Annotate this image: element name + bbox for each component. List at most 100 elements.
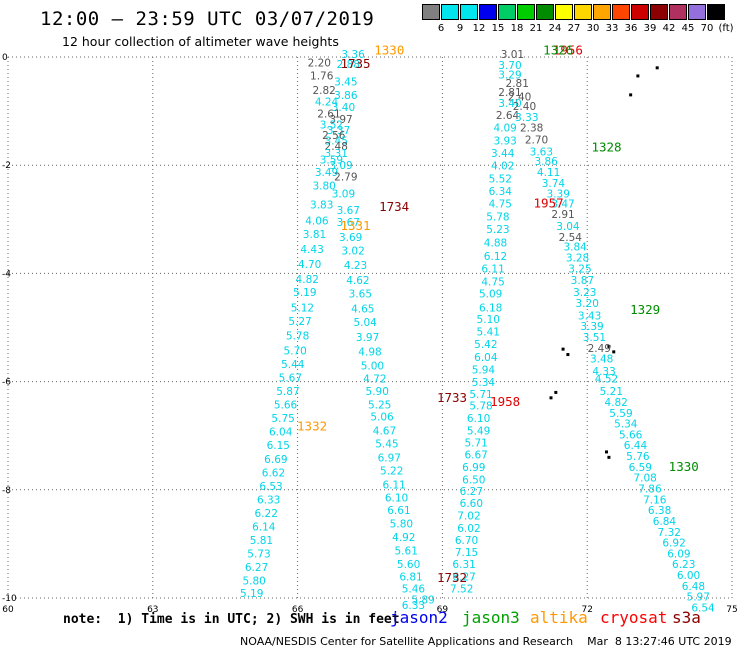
- page-subtitle: 12 hour collection of altimeter wave hei…: [62, 34, 339, 49]
- wave-height-label: 6.44: [624, 440, 648, 452]
- wave-height-label: 3.40: [332, 102, 355, 114]
- pass-time-label: 1958: [490, 394, 520, 409]
- wave-height-label: 6.62: [262, 467, 285, 479]
- scale-swatch: [460, 4, 478, 20]
- wave-height-label: 4.62: [346, 275, 369, 287]
- wave-height-label: 5.21: [600, 386, 623, 398]
- wave-height-label: 6.22: [255, 508, 278, 520]
- scale-swatch: [650, 4, 668, 20]
- x-tick-label: 63: [147, 605, 158, 615]
- wave-height-label: 6.99: [462, 462, 485, 474]
- wave-height-label: 5.66: [274, 400, 298, 412]
- wave-height-label: 5.46: [402, 584, 426, 596]
- wave-height-label: 3.39: [580, 321, 603, 333]
- wave-height-label: 4.88: [484, 237, 507, 249]
- wave-height-label: 3.70: [498, 60, 521, 72]
- wave-height-label: 6.97: [378, 453, 401, 465]
- wave-height-label: 3.93: [493, 136, 516, 148]
- scale-label: 33: [605, 23, 619, 34]
- scale-label: 24: [548, 23, 562, 34]
- wave-height-label: 4.98: [358, 347, 381, 359]
- wave-height-label: 5.61: [395, 546, 418, 558]
- wave-height-label: 5.06: [370, 412, 394, 424]
- scale-swatch: [517, 4, 535, 20]
- wave-height-label: 5.71: [464, 438, 487, 450]
- satellite-legend-altika: altika: [530, 608, 588, 627]
- wave-height-label: 6.00: [677, 570, 700, 582]
- wave-height-label: 4.02: [491, 161, 514, 173]
- wave-height-label: 6.12: [484, 251, 507, 263]
- island-marker: [629, 93, 633, 97]
- pass-time-label: 1331: [340, 218, 370, 233]
- y-tick-label: -10: [2, 594, 17, 604]
- wave-height-label: 5.73: [247, 548, 270, 560]
- wave-height-label: 6.27: [245, 562, 268, 574]
- pass-time-label: 1330: [374, 42, 404, 57]
- footer-credit: NOAA/NESDIS Center for Satellite Applica…: [240, 635, 732, 648]
- wave-height-label: 3.49: [315, 167, 338, 179]
- satellite-legend-jason3: jason3: [462, 608, 520, 627]
- wave-height-label: 3.20: [576, 298, 599, 310]
- wave-height-label: 3.40: [498, 98, 521, 110]
- wave-height-label: 3.69: [339, 232, 362, 244]
- wave-height-label: 3.23: [573, 287, 596, 299]
- wave-height-label: 6.11: [382, 480, 405, 492]
- wave-height-label: 3.59: [320, 155, 343, 167]
- wave-height-label: 3.43: [578, 310, 601, 322]
- wave-height-label: 5.49: [467, 426, 490, 438]
- wave-height-label: 5.90: [366, 386, 389, 398]
- wave-height-label: 7.02: [457, 511, 480, 523]
- wave-height-label: 3.31: [325, 148, 348, 160]
- wave-height-label: 5.04: [353, 317, 377, 329]
- wave-height-label: 5.60: [397, 559, 420, 571]
- wave-height-label: 3.65: [349, 289, 372, 301]
- wave-height-label: 5.45: [375, 439, 398, 451]
- scale-swatch: [479, 4, 497, 20]
- wave-height-label: 5.12: [291, 302, 314, 314]
- wave-height-label: 5.78: [469, 401, 492, 413]
- pass-time-label: 1957: [534, 195, 564, 210]
- wave-height-label: 5.78: [486, 211, 509, 223]
- wave-height-label: 3.97: [356, 332, 379, 344]
- y-tick-label: -4: [2, 269, 11, 279]
- wave-height-label: 3.29: [498, 70, 521, 82]
- wave-height-label: 4.82: [604, 397, 627, 409]
- wave-height-label: 5.75: [271, 413, 294, 425]
- wave-height-label: 7.15: [455, 547, 478, 559]
- wave-height-label: 3.33: [515, 112, 538, 124]
- wave-height-label: 5.41: [477, 327, 500, 339]
- wave-height-label: 6.59: [629, 462, 652, 474]
- wave-height-label: 6.70: [455, 535, 478, 547]
- wave-height-label: 6.92: [662, 538, 685, 550]
- wave-height-label: 2.38: [520, 123, 543, 135]
- wave-height-label: 4.82: [296, 274, 319, 286]
- wave-height-label: 6.33: [257, 494, 280, 506]
- island-marker: [607, 344, 611, 348]
- wave-height-label: 5.19: [240, 588, 263, 600]
- wave-height-label: 6.27: [452, 572, 475, 584]
- wave-height-label: 2.56: [322, 130, 346, 142]
- wave-height-label: 6.27: [460, 486, 483, 498]
- satellite-legend-cryosat: cryosat: [600, 608, 668, 627]
- wave-height-label: 7.16: [643, 494, 667, 506]
- page-title: 12:00 – 23:59 UTC 03/07/2019: [40, 8, 375, 30]
- wave-height-label: 3.86: [534, 156, 558, 168]
- wave-height-label: 4.23: [344, 260, 367, 272]
- scale-swatch: [688, 4, 706, 20]
- wave-height-label: 2.20: [308, 58, 331, 70]
- wave-height-label: 4.43: [300, 244, 323, 256]
- wave-height-label: 4.67: [373, 426, 396, 438]
- wave-height-label: 6.34: [489, 186, 513, 198]
- wave-height-label: 2.48: [325, 141, 348, 153]
- wave-height-label: 6.10: [467, 413, 490, 425]
- scale-label: 9: [456, 23, 464, 34]
- wave-height-label: 6.04: [474, 352, 498, 364]
- wave-height-label: 7.86: [638, 484, 662, 496]
- wave-height-label: 5.71: [469, 389, 492, 401]
- island-marker: [636, 74, 640, 78]
- island-marker: [561, 347, 565, 351]
- scale-swatch: [631, 4, 649, 20]
- wave-height-label: 6.10: [385, 493, 408, 505]
- wave-height-label: 5.09: [479, 289, 502, 301]
- wave-height-label: 4.52: [595, 374, 618, 386]
